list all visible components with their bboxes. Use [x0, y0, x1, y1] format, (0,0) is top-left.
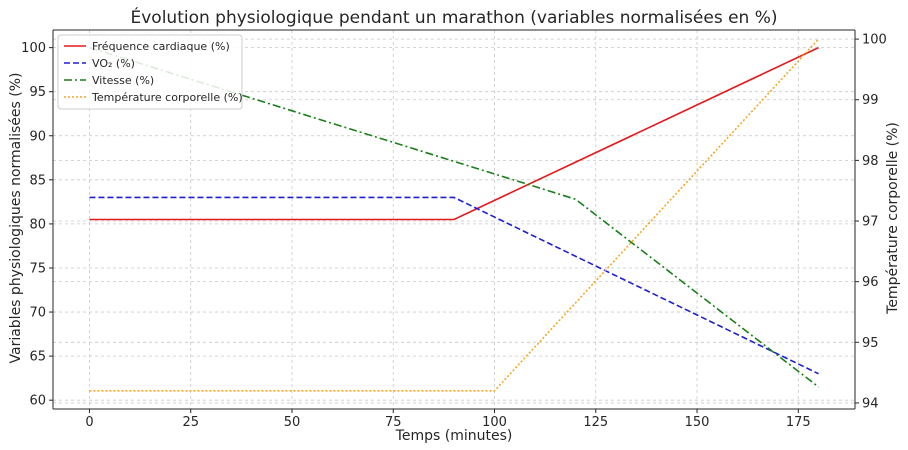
series-line-4	[89, 38, 820, 392]
series-line-1	[89, 46, 819, 221]
y-tick-label: 80	[29, 217, 46, 232]
legend-label: Vitesse (%)	[92, 74, 154, 87]
y-axis-right-title: Température corporelle (%)	[885, 122, 901, 315]
legend-box	[57, 34, 243, 110]
y-tick-label: 85	[29, 173, 46, 188]
y-tick-label: 95	[29, 85, 46, 100]
x-tick-label: 0	[85, 415, 93, 430]
y-tick-label: 70	[29, 306, 46, 321]
y-right-tick-label: 98	[862, 154, 879, 169]
y-right-tick-label: 94	[862, 396, 879, 411]
legend-label: Fréquence cardiaque (%)	[92, 40, 230, 53]
x-tick-label: 100	[482, 415, 507, 430]
axes: 0 25 50 75 100 125 150 175 60 65 70 75 80 85 90 95 100 94…	[21, 29, 887, 430]
legend-label: VO₂ (%)	[92, 57, 135, 70]
y-tick-label: 60	[29, 394, 46, 409]
y-tick-label: 90	[29, 129, 46, 144]
x-tick-label: 25	[182, 415, 199, 430]
y-axis-title: Variables physiologiques normalisées (%)	[8, 72, 24, 363]
y-right-tick-label: 100	[862, 33, 887, 48]
series-line-2	[89, 196, 819, 375]
x-tick-label: 150	[685, 415, 710, 430]
x-tick-label: 125	[583, 415, 608, 430]
x-tick-label: 75	[385, 415, 402, 430]
x-tick-label: 175	[786, 415, 811, 430]
chart-title: Évolution physiologique pendant un marat…	[131, 6, 778, 28]
series-group	[89, 38, 820, 392]
legend-label: Température corporelle (%)	[91, 91, 243, 104]
y-tick-label: 100	[21, 41, 46, 56]
y-tick-label: 75	[29, 261, 46, 276]
y-right-tick-label: 99	[862, 93, 879, 108]
x-tick-label: 50	[284, 415, 301, 430]
y-tick-label: 65	[29, 350, 46, 365]
y-right-tick-label: 97	[862, 215, 879, 230]
y-right-tick-label: 95	[862, 336, 879, 351]
legend: Fréquence cardiaque (%) VO₂ (%) Vitesse (%…	[57, 34, 243, 110]
x-axis-title: Temps (minutes)	[395, 428, 513, 444]
y-right-tick-label: 96	[862, 275, 879, 290]
